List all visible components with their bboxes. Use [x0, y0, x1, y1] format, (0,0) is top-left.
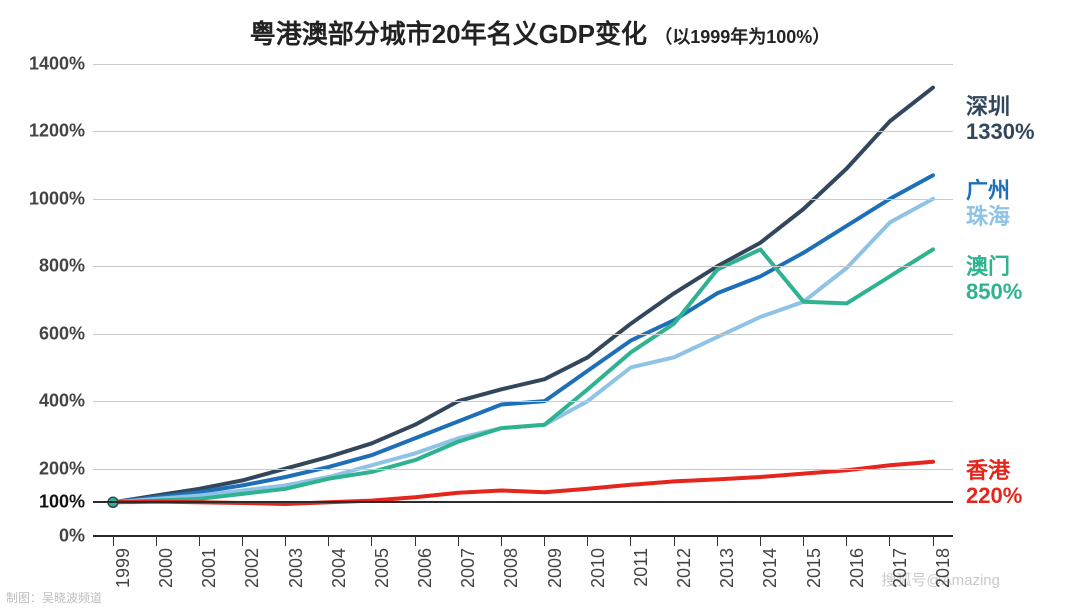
- series-end-label: 深圳1330%: [966, 94, 1035, 145]
- series-end-label: 澳门850%: [966, 254, 1022, 305]
- x-axis-label: 2011: [631, 548, 652, 587]
- series-end-label: 广州: [966, 178, 1010, 203]
- series-line: [113, 175, 933, 502]
- series-end-label: 香港220%: [966, 458, 1022, 509]
- chart-title: 粤港澳部分城市20年名义GDP变化 （以1999年为100%）: [0, 14, 1080, 51]
- gridline: [93, 334, 953, 335]
- x-axis-label: 2002: [242, 548, 263, 588]
- line-chart: 0%100%200%400%600%800%1000%1200%1400%199…: [93, 64, 953, 536]
- y-axis-label: 400%: [39, 391, 85, 412]
- title-main: 粤港澳部分城市20年名义GDP变化: [250, 19, 647, 49]
- x-axis-label: 2009: [545, 548, 566, 588]
- series-lines: [93, 64, 953, 536]
- x-axis-label: 2015: [804, 548, 825, 588]
- series-name: 澳门: [966, 254, 1022, 279]
- gridline: [93, 64, 953, 65]
- series-value: 220%: [966, 483, 1022, 508]
- x-axis-label: 2012: [674, 548, 695, 588]
- series-line: [113, 249, 933, 502]
- x-axis-label: 2008: [501, 548, 522, 588]
- x-axis-label: 1999: [113, 548, 134, 588]
- series-value: 1330%: [966, 119, 1035, 144]
- x-axis-label: 2001: [199, 548, 220, 588]
- x-axis-label: 2007: [458, 548, 479, 588]
- x-axis-label: 2010: [588, 548, 609, 588]
- x-axis-label: 2003: [286, 548, 307, 588]
- title-sub: （以1999年为100%）: [654, 27, 830, 47]
- x-axis-label: 2005: [372, 548, 393, 588]
- x-axis-label: 2014: [760, 548, 781, 588]
- series-line: [113, 199, 933, 502]
- y-axis-label: 1000%: [29, 188, 85, 209]
- watermark-text: 搜狐号@Amazing: [881, 569, 1000, 590]
- x-axis-label: 2016: [847, 548, 868, 588]
- x-axis-label: 2004: [329, 548, 350, 588]
- y-axis-label: 0%: [59, 526, 85, 547]
- gridline: [93, 131, 953, 132]
- series-end-label: 珠海: [966, 204, 1010, 229]
- y-axis-label: 200%: [39, 458, 85, 479]
- x-axis-label: 2006: [415, 548, 436, 588]
- series-name: 香港: [966, 458, 1022, 483]
- x-axis-line: [93, 535, 953, 537]
- gridline: [93, 469, 953, 470]
- series-name: 珠海: [966, 204, 1010, 229]
- credit-text: 制图：吴晓波频道: [6, 589, 102, 606]
- x-axis-label: 2000: [156, 548, 177, 588]
- baseline-100: [93, 501, 953, 503]
- x-axis-label: 2013: [717, 548, 738, 588]
- y-axis-label: 1200%: [29, 121, 85, 142]
- gridline: [93, 401, 953, 402]
- series-name: 广州: [966, 178, 1010, 203]
- gridline: [93, 266, 953, 267]
- series-name: 深圳: [966, 94, 1035, 119]
- y-axis-label: 800%: [39, 256, 85, 277]
- y-axis-label: 1400%: [29, 54, 85, 75]
- y-axis-label: 600%: [39, 323, 85, 344]
- series-value: 850%: [966, 279, 1022, 304]
- y-axis-label: 100%: [39, 492, 85, 513]
- gridline: [93, 199, 953, 200]
